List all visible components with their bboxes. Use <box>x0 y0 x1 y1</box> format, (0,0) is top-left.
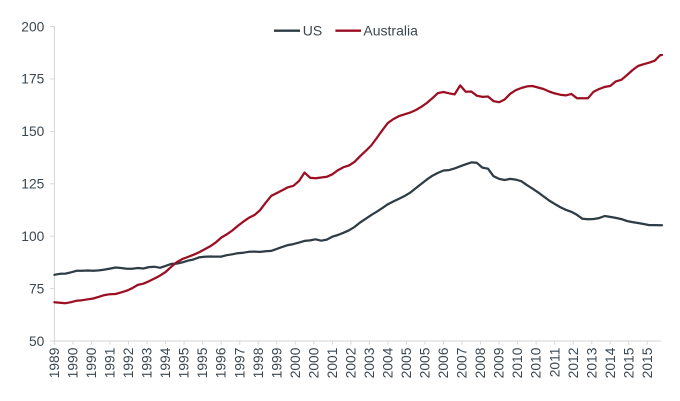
svg-text:2009: 2009 <box>492 347 507 378</box>
svg-text:2007: 2007 <box>455 348 470 379</box>
svg-text:2010: 2010 <box>529 347 544 378</box>
svg-text:2010: 2010 <box>510 347 525 378</box>
svg-text:2011: 2011 <box>547 348 562 378</box>
svg-text:2000: 2000 <box>306 347 321 378</box>
svg-text:75: 75 <box>29 281 45 296</box>
svg-text:2013: 2013 <box>584 347 599 378</box>
svg-text:2002: 2002 <box>343 348 358 379</box>
svg-text:1999: 1999 <box>269 347 284 378</box>
svg-text:US: US <box>303 23 322 39</box>
svg-text:2005: 2005 <box>399 347 414 378</box>
svg-text:100: 100 <box>21 229 44 244</box>
svg-text:2015: 2015 <box>640 347 655 378</box>
svg-text:1997: 1997 <box>232 348 247 379</box>
svg-text:1990: 1990 <box>66 347 81 378</box>
svg-text:2006: 2006 <box>436 347 451 378</box>
svg-text:1989: 1989 <box>47 347 62 378</box>
svg-text:1998: 1998 <box>251 347 266 378</box>
svg-text:50: 50 <box>29 334 45 349</box>
svg-text:2001: 2001 <box>325 348 340 379</box>
svg-text:1992: 1992 <box>121 348 136 379</box>
svg-text:2000: 2000 <box>288 347 303 378</box>
svg-text:1995: 1995 <box>195 347 210 378</box>
svg-text:2012: 2012 <box>566 348 581 379</box>
svg-text:Australia: Australia <box>363 23 418 39</box>
svg-text:125: 125 <box>21 177 44 192</box>
svg-text:1995: 1995 <box>177 347 192 378</box>
svg-text:1991: 1991 <box>103 348 118 379</box>
svg-text:2003: 2003 <box>362 347 377 378</box>
svg-text:150: 150 <box>21 124 44 139</box>
svg-text:2014: 2014 <box>603 347 618 378</box>
svg-text:2008: 2008 <box>473 347 488 378</box>
svg-text:2004: 2004 <box>381 347 396 378</box>
svg-text:1996: 1996 <box>214 347 229 378</box>
svg-text:2015: 2015 <box>621 347 636 378</box>
svg-text:1994: 1994 <box>158 347 173 378</box>
svg-text:175: 175 <box>21 72 44 87</box>
svg-text:200: 200 <box>21 19 44 34</box>
svg-text:1993: 1993 <box>140 347 155 378</box>
svg-text:2005: 2005 <box>418 347 433 378</box>
svg-text:1990: 1990 <box>84 347 99 378</box>
